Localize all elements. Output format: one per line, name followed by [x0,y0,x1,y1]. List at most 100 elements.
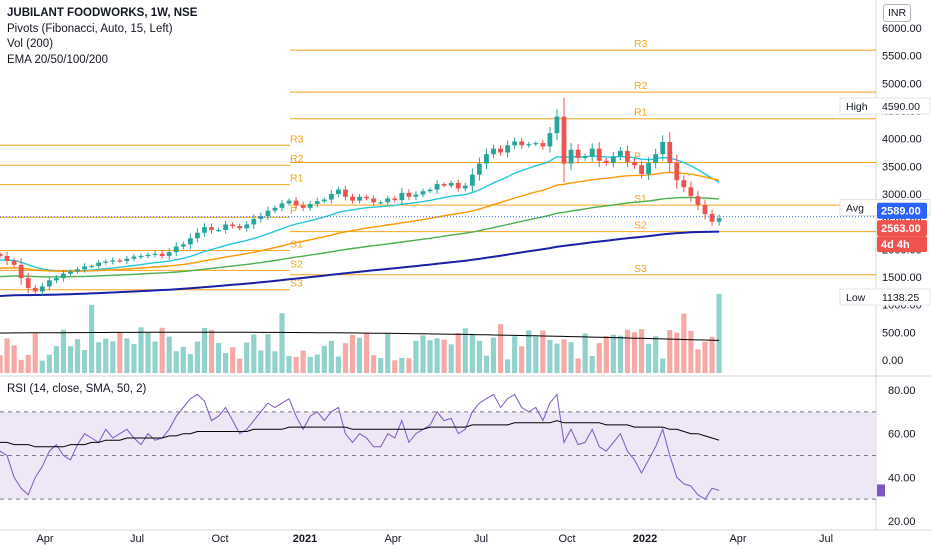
candle-body [54,278,59,281]
volume-bar [194,341,200,373]
rsi-line [0,393,720,500]
indicator-pivots[interactable]: Pivots (Fibonacci, Auto, 15, Left) [7,22,173,35]
pivot-level-label: P [634,150,641,162]
candle-body [110,260,116,262]
candle-body [96,262,102,266]
volume-bar [533,336,539,373]
candle-body [209,227,214,230]
volume-bar [342,343,349,373]
candle-body [610,156,616,164]
low-marker-box [839,288,931,306]
candle-body [364,196,369,199]
volume-bar [223,353,229,373]
volume-bar [667,329,673,373]
candle-body [251,218,257,225]
price-tick-label: 1500.00 [882,272,922,284]
candle-body [195,232,200,239]
volume-bar [695,349,701,373]
volume-bar [378,358,384,373]
volume-bar [646,343,652,373]
last-price-badge-bg [877,220,927,237]
time-tick-label: 2022 [633,533,657,545]
volume-bar [244,342,250,373]
pivot-level-label: S2 [290,258,303,270]
candle-body [286,200,292,204]
currency-button[interactable]: INR [883,4,911,22]
candle-body [166,252,172,256]
volume-bar [152,341,158,373]
countdown-badge: 4d 4h [881,239,910,251]
candle-body [293,200,299,206]
time-tick-label: Apr [729,533,746,545]
candle-body [519,141,525,146]
ema-50-line [0,171,720,272]
rsi-tick-label: 80.00 [888,385,916,397]
volume-bar [89,304,95,373]
candle-body [328,194,334,200]
candle-body [61,273,66,279]
indicator-ema[interactable]: EMA 20/50/100/200 [7,53,109,66]
candle-body [68,271,73,274]
volume-bar [540,330,546,373]
candle-body [420,191,426,195]
volume-bar [568,342,574,373]
pivot-level-label: R2 [634,80,648,92]
candle-body [385,198,391,203]
candle-body [39,286,45,292]
volume-bar [138,327,144,373]
volume-bar [596,343,602,373]
candle-body [603,160,609,164]
candle-body [399,192,405,201]
candle-body [202,227,207,233]
time-tick-label: Oct [558,533,575,545]
candle-body [265,210,271,217]
candle-body [103,261,109,263]
pivot-level-label: R1 [290,173,304,185]
main-legend: JUBILANT FOODWORKS, 1W, NSE Pivots (Fibo… [7,6,197,68]
volume-bar [117,331,123,373]
volume-bar [74,339,81,373]
candle-body [625,150,630,162]
rsi-legend[interactable]: RSI (14, close, SMA, 50, 2) [7,382,146,398]
candle-body [138,255,144,258]
candle-body [300,205,306,208]
candle-body [582,156,588,159]
time-tick-label: Oct [211,533,228,545]
candle-body [145,254,151,257]
volume-bar [124,338,130,373]
volume-bar [399,357,405,373]
volume-bar [67,346,74,373]
volume-bar [265,334,271,373]
candle-body [688,187,694,197]
volume-bar [131,343,137,373]
candle-body [11,260,17,265]
volume-bar [688,330,694,373]
candle-body [455,182,461,189]
candle-body [505,145,510,153]
volume-bar [547,339,553,373]
volume-bar [349,334,356,373]
candle-body [4,255,10,261]
price-tick-label: 0.00 [882,355,903,367]
candle-body [216,229,221,232]
candle-body [477,163,482,175]
candle-body [575,149,581,159]
volume-bar [208,329,215,373]
indicator-volume[interactable]: Vol (200) [7,38,54,50]
candle-body [568,149,574,164]
volume-bar [427,340,433,373]
volume-bars [0,293,722,373]
volume-bar [286,356,292,373]
volume-bar [32,333,38,373]
time-tick-label: 2021 [293,533,317,545]
volume-bar [314,354,320,373]
volume-bar [53,346,59,373]
last-price-badge: 2563.00 [881,223,921,235]
volume-bar [420,335,426,373]
price-badge-blue: 2589.00 [881,206,921,218]
candle-body [681,180,687,188]
volume-bar [413,340,419,373]
candle-body [350,196,355,201]
pivot-levels: R3 R2 R1 P S1 S2 S3 R3 R2 R1 P S1 S2 S3 [0,38,876,291]
